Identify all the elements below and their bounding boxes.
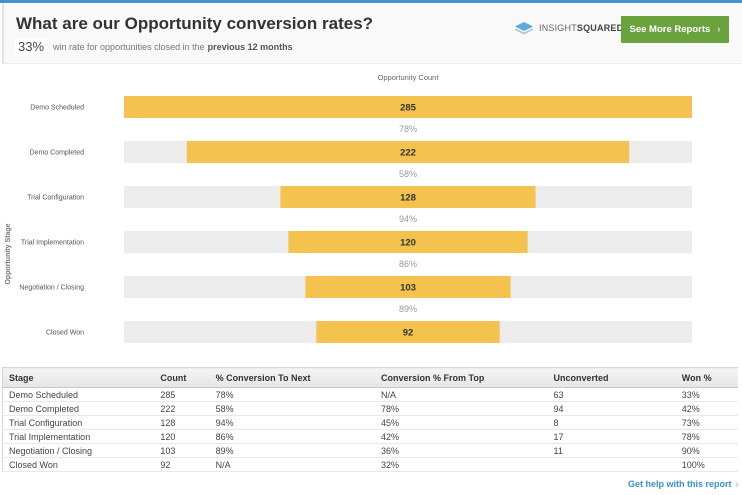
table-cell: 78% [209, 387, 375, 402]
funnel-bar[interactable] [124, 96, 692, 118]
conversion-table: Stage Count% Conversion To Next Conversion… [2, 367, 738, 472]
table-row: Negotiation / Closing 103 89% 36% 11 90% [2, 443, 738, 458]
funnel-bar[interactable] [288, 231, 528, 253]
table-cell: 58% [209, 401, 375, 416]
table-cell: 222 [154, 401, 210, 416]
table-cell: 45% [375, 415, 548, 430]
column-header[interactable]: % Conversion To Next [209, 367, 375, 388]
funnel-bar[interactable] [316, 321, 500, 343]
table-cell: Trial Implementation [2, 429, 155, 444]
bar-value-label: 92 [403, 328, 414, 339]
table-cell: 78% [675, 429, 738, 444]
table-cell: 100% [675, 457, 738, 472]
see-more-reports-label: See More Reports [629, 24, 711, 35]
table-cell [547, 457, 676, 472]
table-cell: 42% [675, 401, 738, 416]
page-title: What are our Opportunity conversion rate… [16, 14, 374, 33]
y-axis-title: Opportunity Stage [5, 223, 12, 284]
table-cell: 86% [209, 429, 375, 444]
table-cell: 36% [375, 443, 548, 458]
subtitle-period: previous 12 months [207, 41, 293, 52]
column-header[interactable]: Stage [2, 367, 155, 388]
conversion-rate-label: 86% [399, 259, 417, 269]
table-cell: 89% [209, 443, 375, 458]
table-row: Demo Completed 222 58% 78% 94 42% [2, 401, 738, 416]
table-cell: 73% [675, 415, 738, 430]
column-header[interactable]: Count [154, 367, 210, 388]
brand-name-bold: SQUARED [576, 23, 624, 33]
table-cell: 42% [375, 429, 548, 444]
stage-label: Trial Implementation [21, 240, 84, 247]
top-accent-bar [0, 0, 742, 3]
conversion-rate-label: 78% [399, 124, 417, 134]
table-cell: 103 [154, 443, 210, 458]
chevron-right-icon: › [735, 479, 739, 489]
bar-value-label: 120 [400, 238, 416, 249]
win-rate-value: 33% [15, 38, 48, 55]
chart-title: Opportunity Count [378, 73, 440, 82]
bar-value-label: 285 [400, 103, 417, 114]
stage-label: Negotiation / Closing [19, 285, 84, 292]
table-cell: Negotiation / Closing [2, 443, 155, 458]
table-cell: 32% [375, 457, 548, 472]
stage-label: Trial Configuration [27, 195, 84, 202]
table-cell: 33% [675, 387, 738, 402]
see-more-reports-button[interactable]: See More Reports › [621, 16, 729, 43]
stage-label: Demo Completed [30, 150, 85, 157]
funnel-bar[interactable] [280, 186, 536, 208]
layers-logo-icon [514, 22, 534, 35]
table-cell: Demo Completed [2, 401, 155, 416]
table-row: Closed Won 92 N/A 32% 100% [2, 457, 738, 472]
help-link[interactable]: Get help with this report › [628, 479, 739, 489]
column-header[interactable]: Won % [675, 367, 738, 388]
table-cell: Closed Won [2, 457, 155, 472]
column-header[interactable]: Conversion % From Top [375, 367, 548, 388]
bar-value-label: 222 [400, 148, 416, 159]
table-cell: 285 [154, 387, 210, 402]
table-cell: 128 [154, 415, 210, 430]
table-cell: 17 [547, 429, 676, 444]
conversion-rate-label: 89% [399, 304, 417, 314]
table-header-row: Stage Count% Conversion To Next Conversion… [2, 367, 738, 388]
funnel-bar[interactable] [305, 276, 511, 298]
table-cell: Demo Scheduled [2, 387, 155, 402]
bar-value-label: 103 [400, 283, 416, 294]
table-cell: 90% [675, 443, 738, 458]
stage-label: Demo Scheduled [30, 105, 84, 112]
table-row: Demo Scheduled 285 78% N/A 63 33% [2, 387, 738, 402]
table-cell: 78% [375, 401, 548, 416]
table-cell: 94 [547, 401, 676, 416]
table-cell: 11 [547, 443, 676, 458]
table-cell: Trial Configuration [2, 415, 155, 430]
table-cell: 92 [154, 457, 210, 472]
bar-value-label: 128 [400, 193, 416, 204]
table-cell: 120 [154, 429, 210, 444]
table-cell: 94% [209, 415, 375, 430]
table-row: Trial Implementation 120 86% 42% 17 78% [2, 429, 738, 444]
conversion-rate-label: 58% [399, 169, 417, 179]
funnel-chart: Opportunity Count Opportunity Stage Demo… [5, 73, 692, 343]
chevron-right-icon: › [717, 24, 721, 35]
report-header: What are our Opportunity conversion rate… [2, 3, 742, 64]
help-link-label: Get help with this report [628, 479, 732, 489]
table-cell: 8 [547, 415, 676, 430]
column-header[interactable]: Unconverted [547, 367, 676, 388]
table-row: Trial Configuration 128 94% 45% 8 73% [2, 415, 738, 430]
table-cell: N/A [375, 387, 548, 402]
insightsquared-logo: INSIGHT SQUARED [514, 21, 623, 35]
table-cell: N/A [209, 457, 375, 472]
subtitle-text: win rate for opportunities closed in the [53, 41, 205, 52]
table-cell: 63 [547, 387, 676, 402]
funnel-bar[interactable] [186, 141, 630, 163]
brand-name-light: INSIGHT [539, 23, 577, 33]
stage-label: Closed Won [46, 330, 84, 337]
report-subtitle: 33% win rate for opportunities closed in… [15, 38, 293, 55]
conversion-rate-label: 94% [399, 214, 417, 224]
